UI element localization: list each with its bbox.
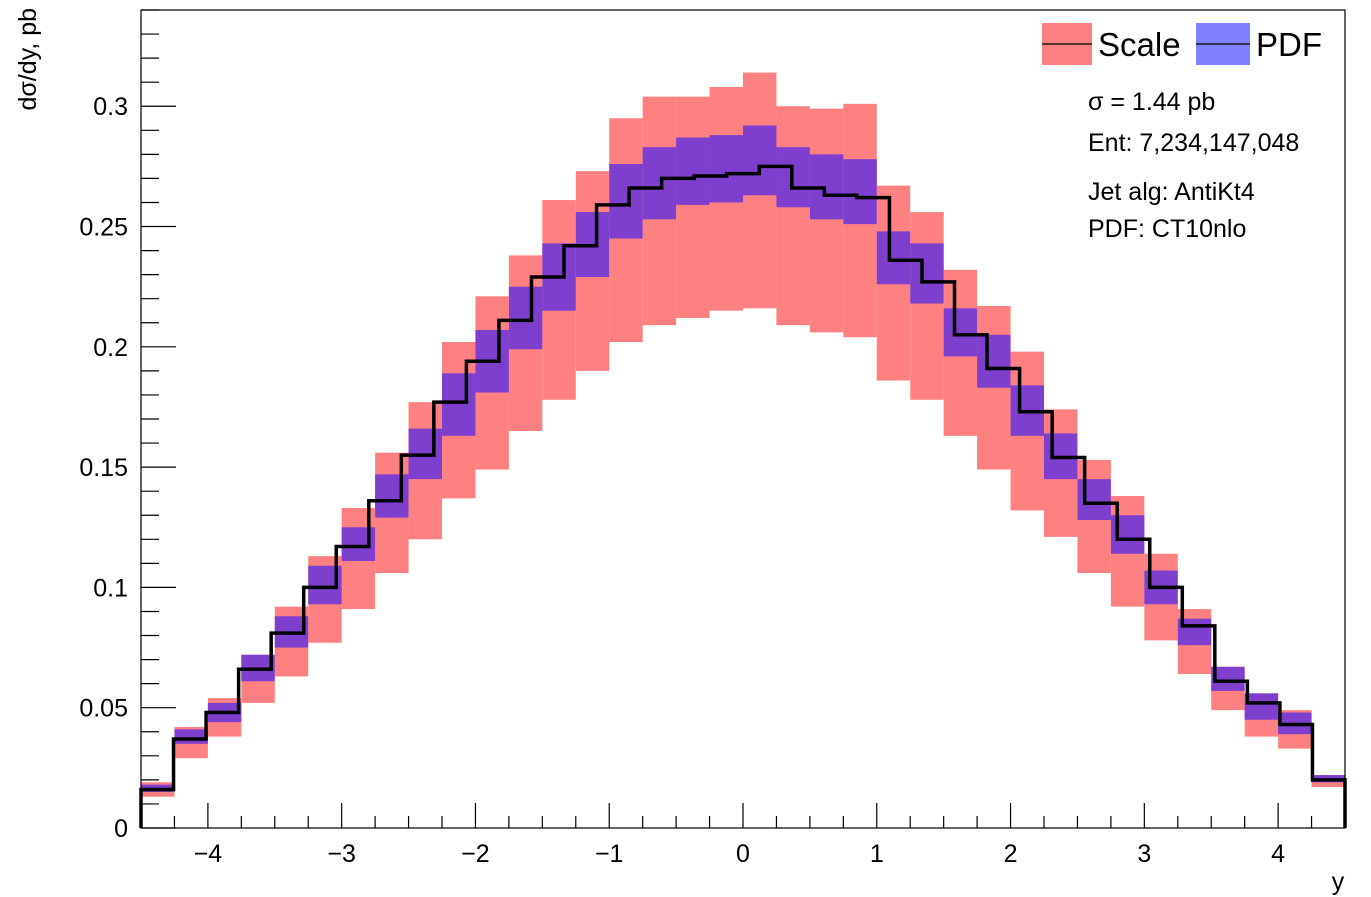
y-axis: 0 0.05 0.1 0.15 0.2 0.25 0.3 [79,9,176,843]
x-tick-label: 1 [870,840,884,868]
stats-annotations: σ = 1.44 pb Ent: 7,234,147,048 Jet alg: … [1088,88,1299,243]
pdf-band-bin-25 [977,334,1011,388]
x-tick-label: −3 [327,840,356,868]
pdf-band-bin-18 [743,125,777,196]
pdf-band-bin-22 [876,231,911,285]
annotation-jet-alg: Jet alg: AntiKt4 [1088,178,1255,206]
pdf-band-bin-33 [1244,693,1279,720]
pdf-band-bin-14 [609,163,643,239]
annotation-cross-section: σ = 1.44 pb [1088,88,1215,116]
y-tick-label: 0.2 [93,334,128,362]
scale-band-bin-23 [910,212,944,400]
pdf-band-bin-24 [943,308,978,357]
y-tick-label: 0.25 [79,214,128,242]
y-tick-label: 0.3 [93,93,128,121]
x-tick-label: −2 [461,840,490,868]
y-axis-label: dσ/dy, pb [14,8,42,111]
scale-band-bin-16 [676,96,710,318]
y-tick-label: 0 [114,815,128,843]
y-tick-label: 0.15 [79,454,128,482]
scale-band-bin-20 [809,108,844,333]
pdf-band-bin-16 [676,137,710,205]
pdf-band-bin-28 [1077,479,1111,521]
x-tick-label: 4 [1271,840,1285,868]
x-tick-label: −4 [194,840,223,868]
x-tick-label: 2 [1004,840,1018,868]
pdf-band-bin-7 [375,474,409,518]
x-tick-label: −1 [595,840,624,868]
pdf-band-bin-23 [910,243,944,304]
x-axis-label: y [1332,868,1345,896]
central-step-line [139,164,1347,828]
scale-band-series [141,72,1345,797]
scale-band-bin-19 [776,106,810,326]
pdf-band-bin-17 [709,135,743,203]
pdf-band-bin-32 [1211,666,1245,691]
pdf-band-bin-15 [642,147,677,220]
legend-scale-label: Scale [1098,26,1181,63]
legend-pdf-label: PDF [1256,26,1322,63]
annotation-pdf: PDF: CT10nlo [1088,215,1246,243]
y-tick-label: 0.1 [93,574,128,602]
pdf-band-bin-11 [508,286,543,350]
legend: Scale PDF [1042,23,1322,65]
annotation-entries: Ent: 7,234,147,048 [1088,129,1299,157]
x-axis: −4 −3 −2 −1 0 1 2 3 4 [140,803,1346,868]
x-tick-label: 3 [1137,840,1151,868]
pdf-band-bin-21 [843,159,877,225]
x-tick-label: 0 [736,840,750,868]
pdf-band-bin-1 [174,729,208,744]
pdf-band-bin-9 [442,373,476,436]
y-tick-label: 0.05 [79,695,128,723]
